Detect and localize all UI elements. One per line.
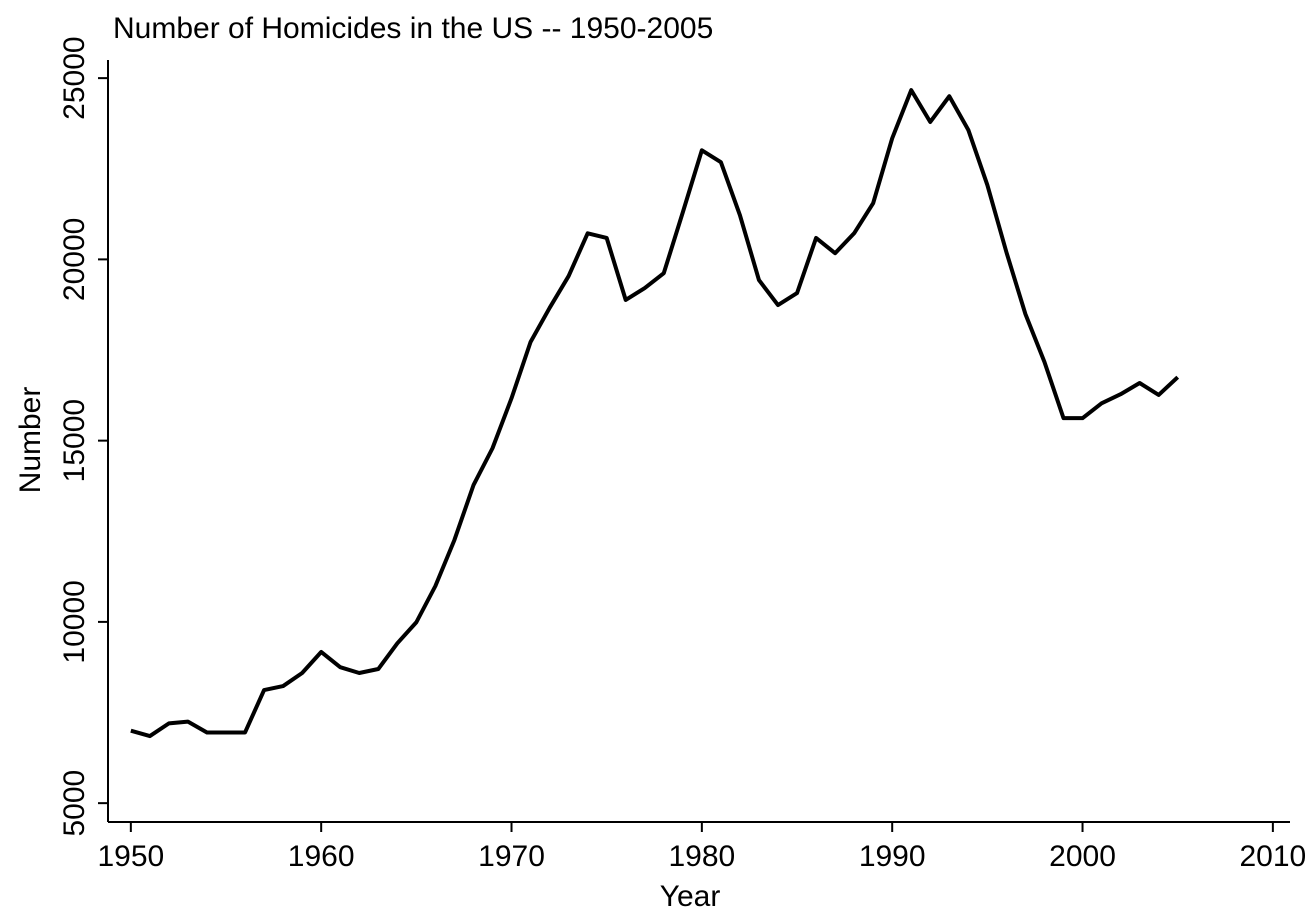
x-tick-label: 2000 bbox=[1049, 840, 1116, 873]
y-tick-label: 20000 bbox=[58, 218, 91, 301]
x-tick-label: 1950 bbox=[97, 840, 164, 873]
y-tick-label: 10000 bbox=[58, 580, 91, 663]
x-tick-label: 1970 bbox=[478, 840, 545, 873]
x-tick-label: 1980 bbox=[668, 840, 735, 873]
x-tick-label: 1960 bbox=[288, 840, 355, 873]
y-tick-label: 15000 bbox=[58, 399, 91, 482]
y-axis-label: Number bbox=[14, 387, 47, 494]
y-tick-label: 25000 bbox=[58, 36, 91, 119]
x-tick-label: 1990 bbox=[859, 840, 926, 873]
line-series bbox=[130, 88, 1180, 739]
x-axis-label: Year bbox=[660, 880, 721, 910]
x-tick-label: 2010 bbox=[1239, 840, 1306, 873]
y-tick-label: 5000 bbox=[58, 770, 91, 837]
chart-title: Number of Homicides in the US -- 1950-20… bbox=[113, 12, 713, 45]
